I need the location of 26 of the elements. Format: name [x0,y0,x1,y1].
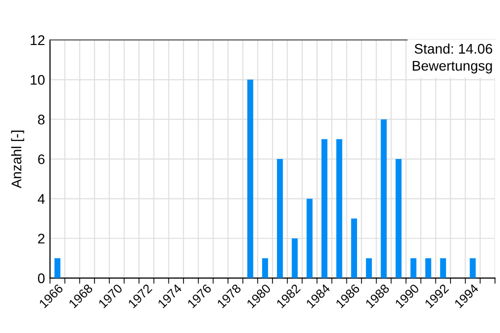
y-tick-label: 0 [38,273,45,284]
y-tick-label: 4 [38,194,45,204]
bar [262,258,268,278]
y-tick-label: 12 [30,35,44,45]
annotation: Bewertungsg [412,61,492,74]
bar [54,258,60,278]
annotation: Stand: 14.06 [414,44,492,54]
y-axis-title: Anzahl [-] [11,130,24,188]
bar [351,218,358,278]
bar [292,238,298,278]
bar [470,258,476,278]
y-tick-label: 6 [38,154,45,164]
y-tick-label: 8 [38,114,45,124]
bar [306,198,313,278]
bar [321,139,328,278]
bar [276,159,283,278]
bar [440,258,446,278]
y-tick-label: 2 [38,234,44,244]
bar [396,159,402,278]
bar [425,258,432,278]
bar [336,139,342,278]
bar [247,80,254,278]
bar [410,258,416,278]
bar [380,119,387,278]
bar [366,258,372,278]
y-tick-label: 10 [30,74,45,85]
